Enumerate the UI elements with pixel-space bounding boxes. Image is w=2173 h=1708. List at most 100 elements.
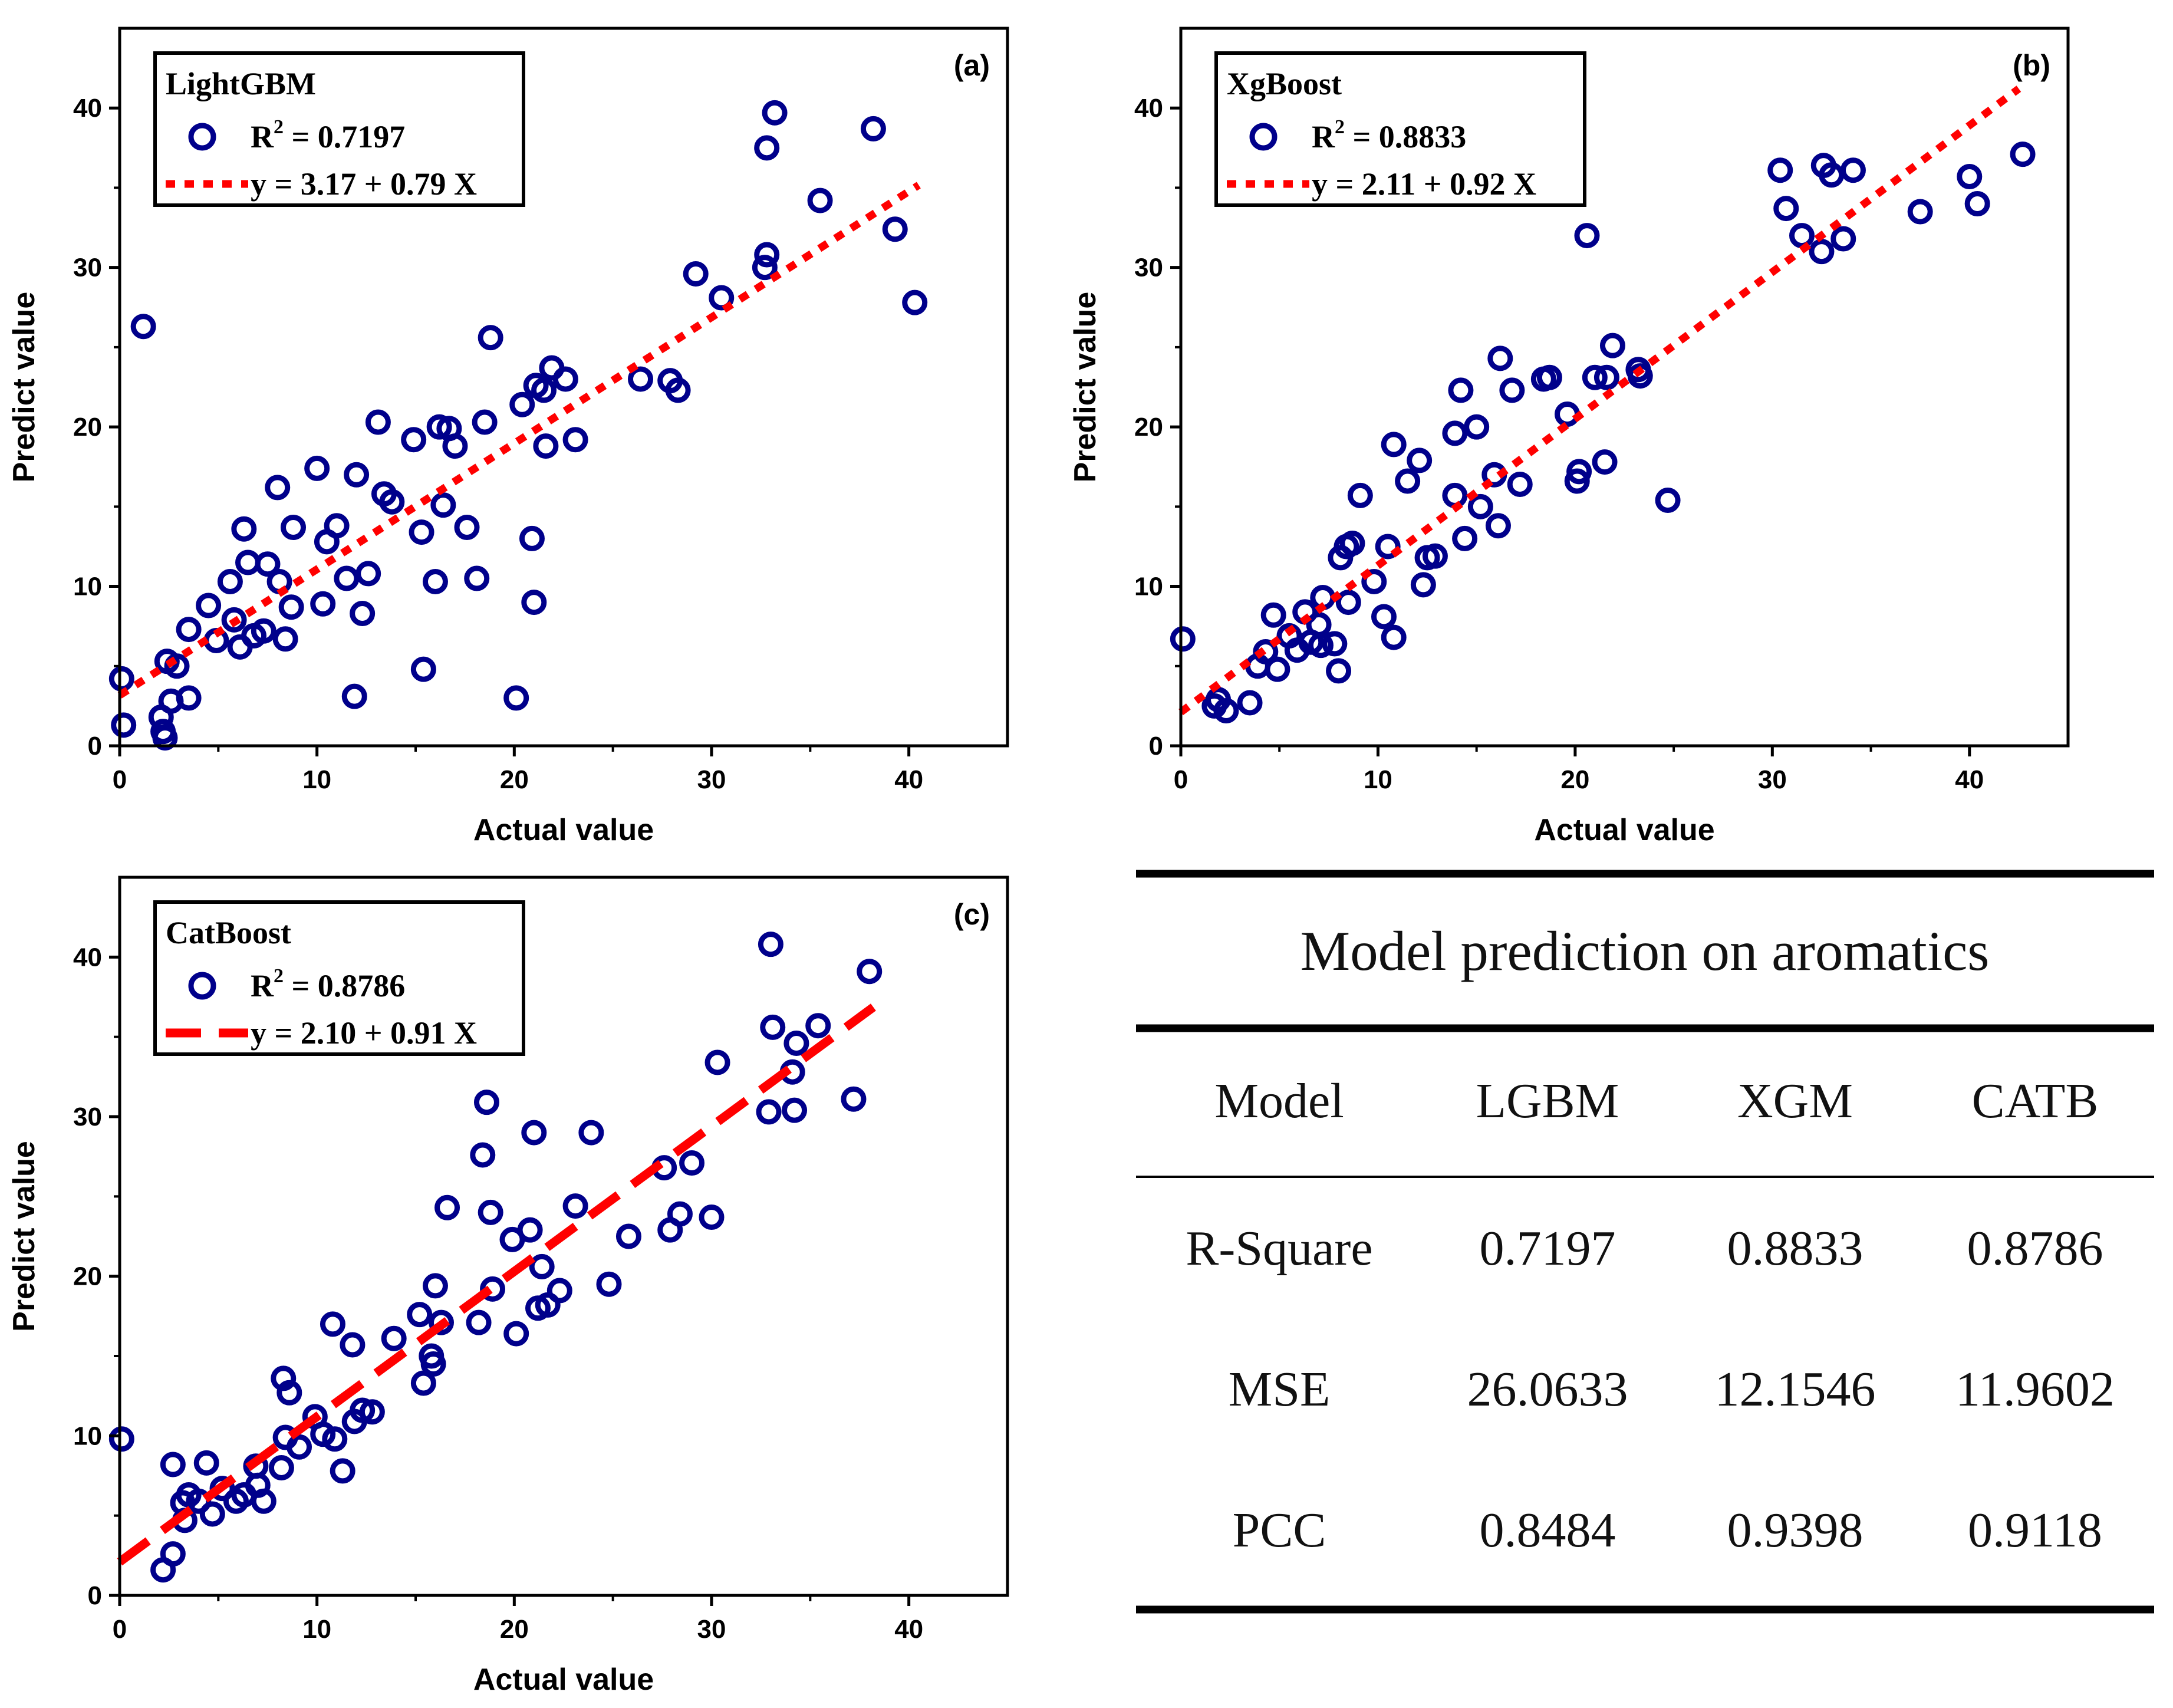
data-point bbox=[1253, 639, 1279, 664]
x-tick-label: 10 bbox=[1364, 765, 1392, 794]
data-point bbox=[1840, 157, 1866, 183]
r2-superscript: 2 bbox=[274, 116, 284, 138]
data-point bbox=[1536, 364, 1562, 390]
table-header-xgm: XGM bbox=[1737, 1074, 1853, 1128]
data-point bbox=[1260, 602, 1286, 628]
y-tick-label: 0 bbox=[1149, 732, 1163, 761]
y-axis-title: Predict value bbox=[7, 292, 41, 483]
data-point bbox=[1308, 633, 1334, 659]
data-point bbox=[272, 626, 298, 652]
data-point bbox=[1265, 656, 1290, 682]
data-point bbox=[762, 100, 788, 126]
ticks-layer: 0 10 20 30 40 0 10 20 30 40 bbox=[73, 94, 923, 794]
x-tick-label: 40 bbox=[1955, 765, 1984, 794]
metrics-table: Model prediction on aromatics Model LGBM… bbox=[1136, 870, 2154, 1614]
data-point bbox=[1467, 493, 1493, 519]
data-point bbox=[324, 513, 350, 539]
data-point bbox=[1347, 482, 1373, 508]
x-tick-label: 30 bbox=[697, 1615, 726, 1644]
legend-fit-equation: y = 2.10 + 0.91 X bbox=[251, 1015, 477, 1051]
data-point bbox=[221, 607, 247, 633]
data-point bbox=[1773, 196, 1799, 222]
data-point bbox=[679, 1150, 705, 1176]
data-point bbox=[552, 366, 578, 392]
legend-r2-label: R2 = 0.8786 bbox=[251, 965, 405, 1003]
r2-value: = 0.8833 bbox=[1345, 119, 1466, 154]
data-point bbox=[410, 656, 436, 682]
data-point bbox=[1957, 164, 1983, 190]
data-point bbox=[320, 1311, 345, 1337]
data-point bbox=[365, 409, 391, 435]
data-point bbox=[426, 414, 452, 440]
legend-title: LightGBM bbox=[166, 66, 316, 101]
table-cell: 0.8786 bbox=[1967, 1221, 2103, 1276]
data-point bbox=[278, 594, 304, 620]
x-tick-label: 40 bbox=[894, 765, 923, 794]
legend-r2-label: R2 = 0.8833 bbox=[1312, 116, 1466, 154]
table-cell: PCC bbox=[1233, 1503, 1326, 1558]
data-point bbox=[199, 1501, 225, 1527]
scatter-panel-lightgbm: 0 10 20 30 40 0 10 20 30 40 (a) Actual value Pred… bbox=[7, 27, 1009, 847]
data-point bbox=[615, 1223, 641, 1249]
data-point bbox=[533, 433, 559, 459]
data-point bbox=[1170, 626, 1196, 652]
data-point bbox=[882, 216, 908, 242]
data-point bbox=[470, 1142, 496, 1168]
data-point bbox=[562, 427, 588, 453]
data-point bbox=[1574, 223, 1600, 249]
r2-value: = 0.7197 bbox=[284, 119, 405, 154]
data-point bbox=[2010, 141, 2036, 167]
data-point bbox=[1381, 432, 1407, 458]
data-point bbox=[407, 1302, 433, 1328]
data-point bbox=[517, 1217, 543, 1243]
legend-title: XgBoost bbox=[1227, 66, 1342, 101]
x-tick-label: 20 bbox=[500, 765, 529, 794]
data-point bbox=[521, 1120, 547, 1146]
legend-box bbox=[1214, 51, 1586, 207]
data-point bbox=[667, 1201, 693, 1227]
data-point bbox=[709, 285, 735, 311]
table-cell: 0.9398 bbox=[1727, 1503, 1863, 1558]
data-point bbox=[1448, 377, 1474, 403]
data-point bbox=[1964, 190, 1990, 216]
x-axis-title: Actual value bbox=[473, 1663, 654, 1697]
y-axis-title: Predict value bbox=[7, 1141, 41, 1332]
data-point bbox=[1566, 459, 1592, 485]
data-point bbox=[381, 1325, 407, 1351]
legend-box bbox=[153, 51, 525, 207]
data-point bbox=[454, 514, 480, 540]
data-point bbox=[410, 1370, 436, 1396]
data-point bbox=[466, 1309, 492, 1335]
data-point bbox=[287, 1434, 312, 1460]
data-point bbox=[422, 568, 448, 594]
x-tick-label: 40 bbox=[894, 1615, 923, 1644]
data-point bbox=[1767, 157, 1793, 183]
table-cell: 12.1546 bbox=[1715, 1362, 1876, 1417]
data-point bbox=[355, 561, 381, 587]
legend-r2-label: R2 = 0.7197 bbox=[251, 116, 405, 154]
data-point bbox=[401, 427, 427, 453]
data-point bbox=[1339, 531, 1365, 557]
x-tick-label: 30 bbox=[697, 765, 726, 794]
y-tick-label: 0 bbox=[88, 1581, 102, 1610]
data-point bbox=[699, 1205, 725, 1230]
legend-box bbox=[153, 900, 525, 1056]
data-point bbox=[1213, 698, 1239, 724]
y-tick-label: 20 bbox=[73, 413, 102, 442]
points-layer bbox=[108, 932, 883, 1583]
table-cell: 0.7197 bbox=[1480, 1221, 1616, 1276]
table-title: Model prediction on aromatics bbox=[1300, 920, 1990, 982]
data-point bbox=[503, 1321, 529, 1347]
data-point bbox=[683, 261, 709, 287]
data-point bbox=[1422, 543, 1448, 569]
data-point bbox=[1395, 468, 1421, 494]
data-point bbox=[1507, 471, 1533, 497]
y-tick-label: 20 bbox=[73, 1262, 102, 1291]
data-point bbox=[562, 1193, 588, 1219]
data-point bbox=[251, 1488, 276, 1514]
data-point bbox=[1452, 525, 1478, 551]
data-point bbox=[783, 1030, 809, 1056]
r2-superscript: 2 bbox=[274, 965, 284, 987]
data-point bbox=[1407, 447, 1433, 473]
data-point bbox=[902, 289, 928, 315]
